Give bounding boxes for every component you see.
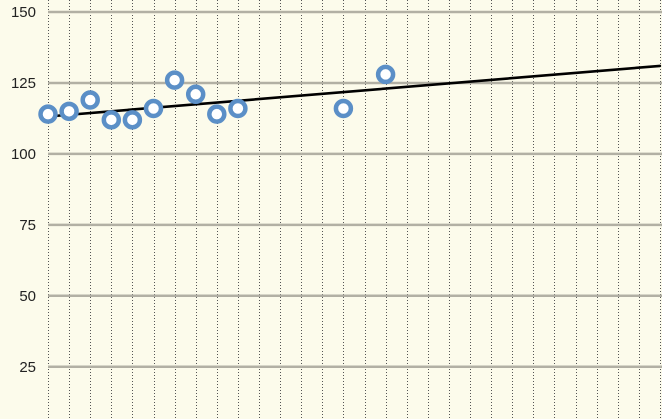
data-point <box>59 101 79 122</box>
data-point <box>333 98 354 119</box>
y-tick-label: 150 <box>11 4 36 21</box>
data-point <box>122 110 143 130</box>
y-tick-label: 25 <box>19 359 36 376</box>
data-point <box>375 64 396 85</box>
data-point <box>207 104 227 124</box>
data-point <box>164 70 185 90</box>
data-point <box>38 104 58 124</box>
y-tick-label: 50 <box>19 288 36 305</box>
y-tick-label: 125 <box>11 75 36 92</box>
data-point <box>143 98 164 119</box>
y-tick-label: 100 <box>11 146 36 163</box>
data-point <box>101 110 122 130</box>
data-point <box>228 98 248 119</box>
y-axis-tick-labels: 150 125 100 75 50 25 <box>11 4 36 376</box>
data-point <box>80 90 100 110</box>
y-tick-label: 75 <box>19 217 36 234</box>
horizontal-gridlines <box>48 10 662 368</box>
data-point <box>185 84 206 105</box>
data-points <box>38 64 396 130</box>
